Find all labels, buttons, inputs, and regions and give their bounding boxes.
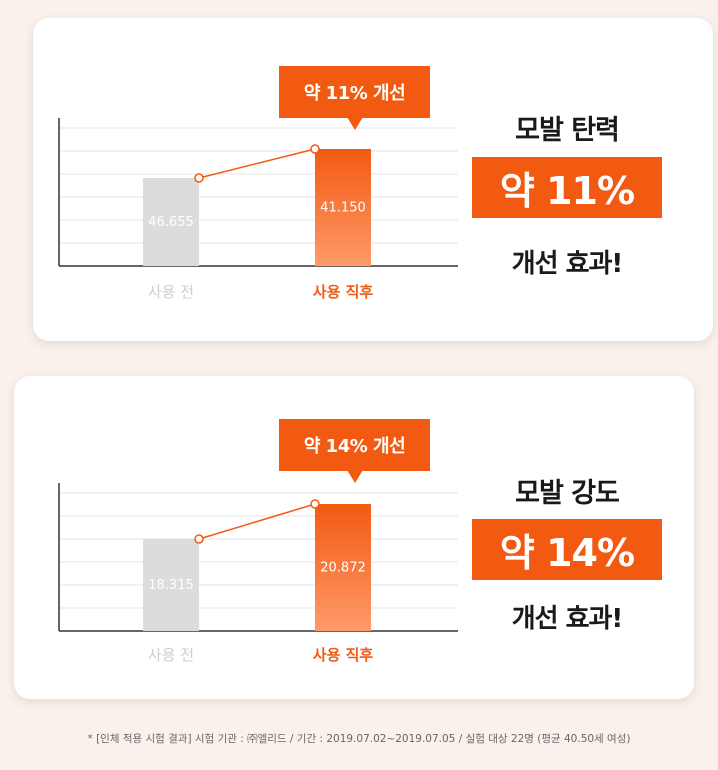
trend-point <box>194 534 204 544</box>
improvement-callout: 약 11% 개선 <box>279 66 430 130</box>
metric-title: 모발 강도 <box>515 478 620 509</box>
percent-badge: 약 14% <box>472 519 662 580</box>
bar-value-label: 41.150 <box>320 201 366 216</box>
bar <box>315 149 371 266</box>
improvement-callout: 약 14% 개선 <box>279 419 430 483</box>
bar-value-label: 18.315 <box>148 578 194 593</box>
trend-point <box>310 144 320 154</box>
category-label: 사용 직후 <box>313 283 374 301</box>
trend-line <box>198 503 316 540</box>
category-label: 사용 직후 <box>313 646 374 664</box>
test-footnote: * [인체 적용 시험 결과] 시험 기관 : ㈜엘리드 / 기간 : 2019… <box>87 733 631 745</box>
category-label: 사용 전 <box>148 646 194 664</box>
bar <box>143 178 199 266</box>
metric-title: 모발 탄력 <box>515 115 620 146</box>
effect-caption: 개선 효과! <box>511 249 624 279</box>
bar-value-label: 20.872 <box>320 561 366 576</box>
trend-point <box>310 499 320 509</box>
bar <box>315 504 371 631</box>
trend-line <box>198 148 316 179</box>
effect-caption: 개선 효과! <box>511 604 624 634</box>
bar <box>143 539 199 631</box>
trend-point <box>194 173 204 183</box>
percent-badge: 약 11% <box>472 157 662 218</box>
bar-value-label: 46.655 <box>148 215 194 230</box>
category-label: 사용 전 <box>148 283 194 301</box>
